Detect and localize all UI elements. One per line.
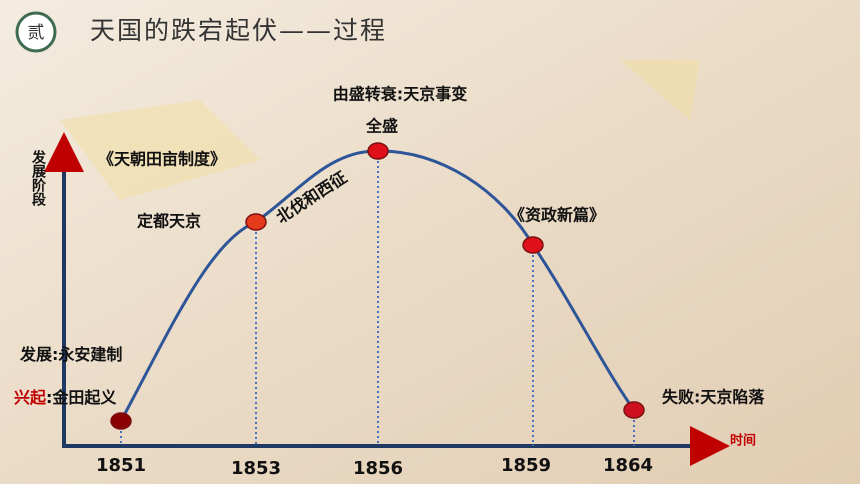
event-decline: 由盛转衰:天京事变 bbox=[333, 85, 467, 104]
points bbox=[110, 142, 645, 430]
badge bbox=[15, 11, 57, 53]
year-label: 1856 bbox=[353, 458, 403, 479]
y-axis-label: 发展阶段 bbox=[30, 149, 47, 207]
event-land-system: 《天朝田亩制度》 bbox=[98, 150, 226, 169]
year-label: 1864 bbox=[603, 455, 653, 476]
event-label: 兴起 bbox=[14, 388, 47, 407]
event-text: :金田起义 bbox=[46, 388, 116, 407]
event-rise: 兴起:金田起义 bbox=[14, 388, 116, 407]
event-new-essay: 《资政新篇》 bbox=[509, 206, 605, 225]
year-label: 1859 bbox=[501, 455, 551, 476]
event-label: 发展 bbox=[19, 345, 53, 364]
event-fall: 失败:天京陷落 bbox=[662, 388, 765, 407]
background-flags bbox=[60, 60, 700, 200]
event-text: :永安建制 bbox=[52, 345, 122, 364]
event-capital: 定都天京 bbox=[136, 212, 201, 231]
x-axis-label: 时间 bbox=[730, 433, 756, 449]
title: 天国的跌宕起伏——过程 bbox=[90, 16, 387, 45]
event-peak: 全盛 bbox=[365, 117, 398, 136]
badge-text: 贰 bbox=[28, 23, 45, 43]
event-develop: 发展:永安建制 bbox=[19, 345, 122, 364]
year-label: 1853 bbox=[231, 458, 281, 479]
year-label: 1851 bbox=[96, 455, 146, 476]
